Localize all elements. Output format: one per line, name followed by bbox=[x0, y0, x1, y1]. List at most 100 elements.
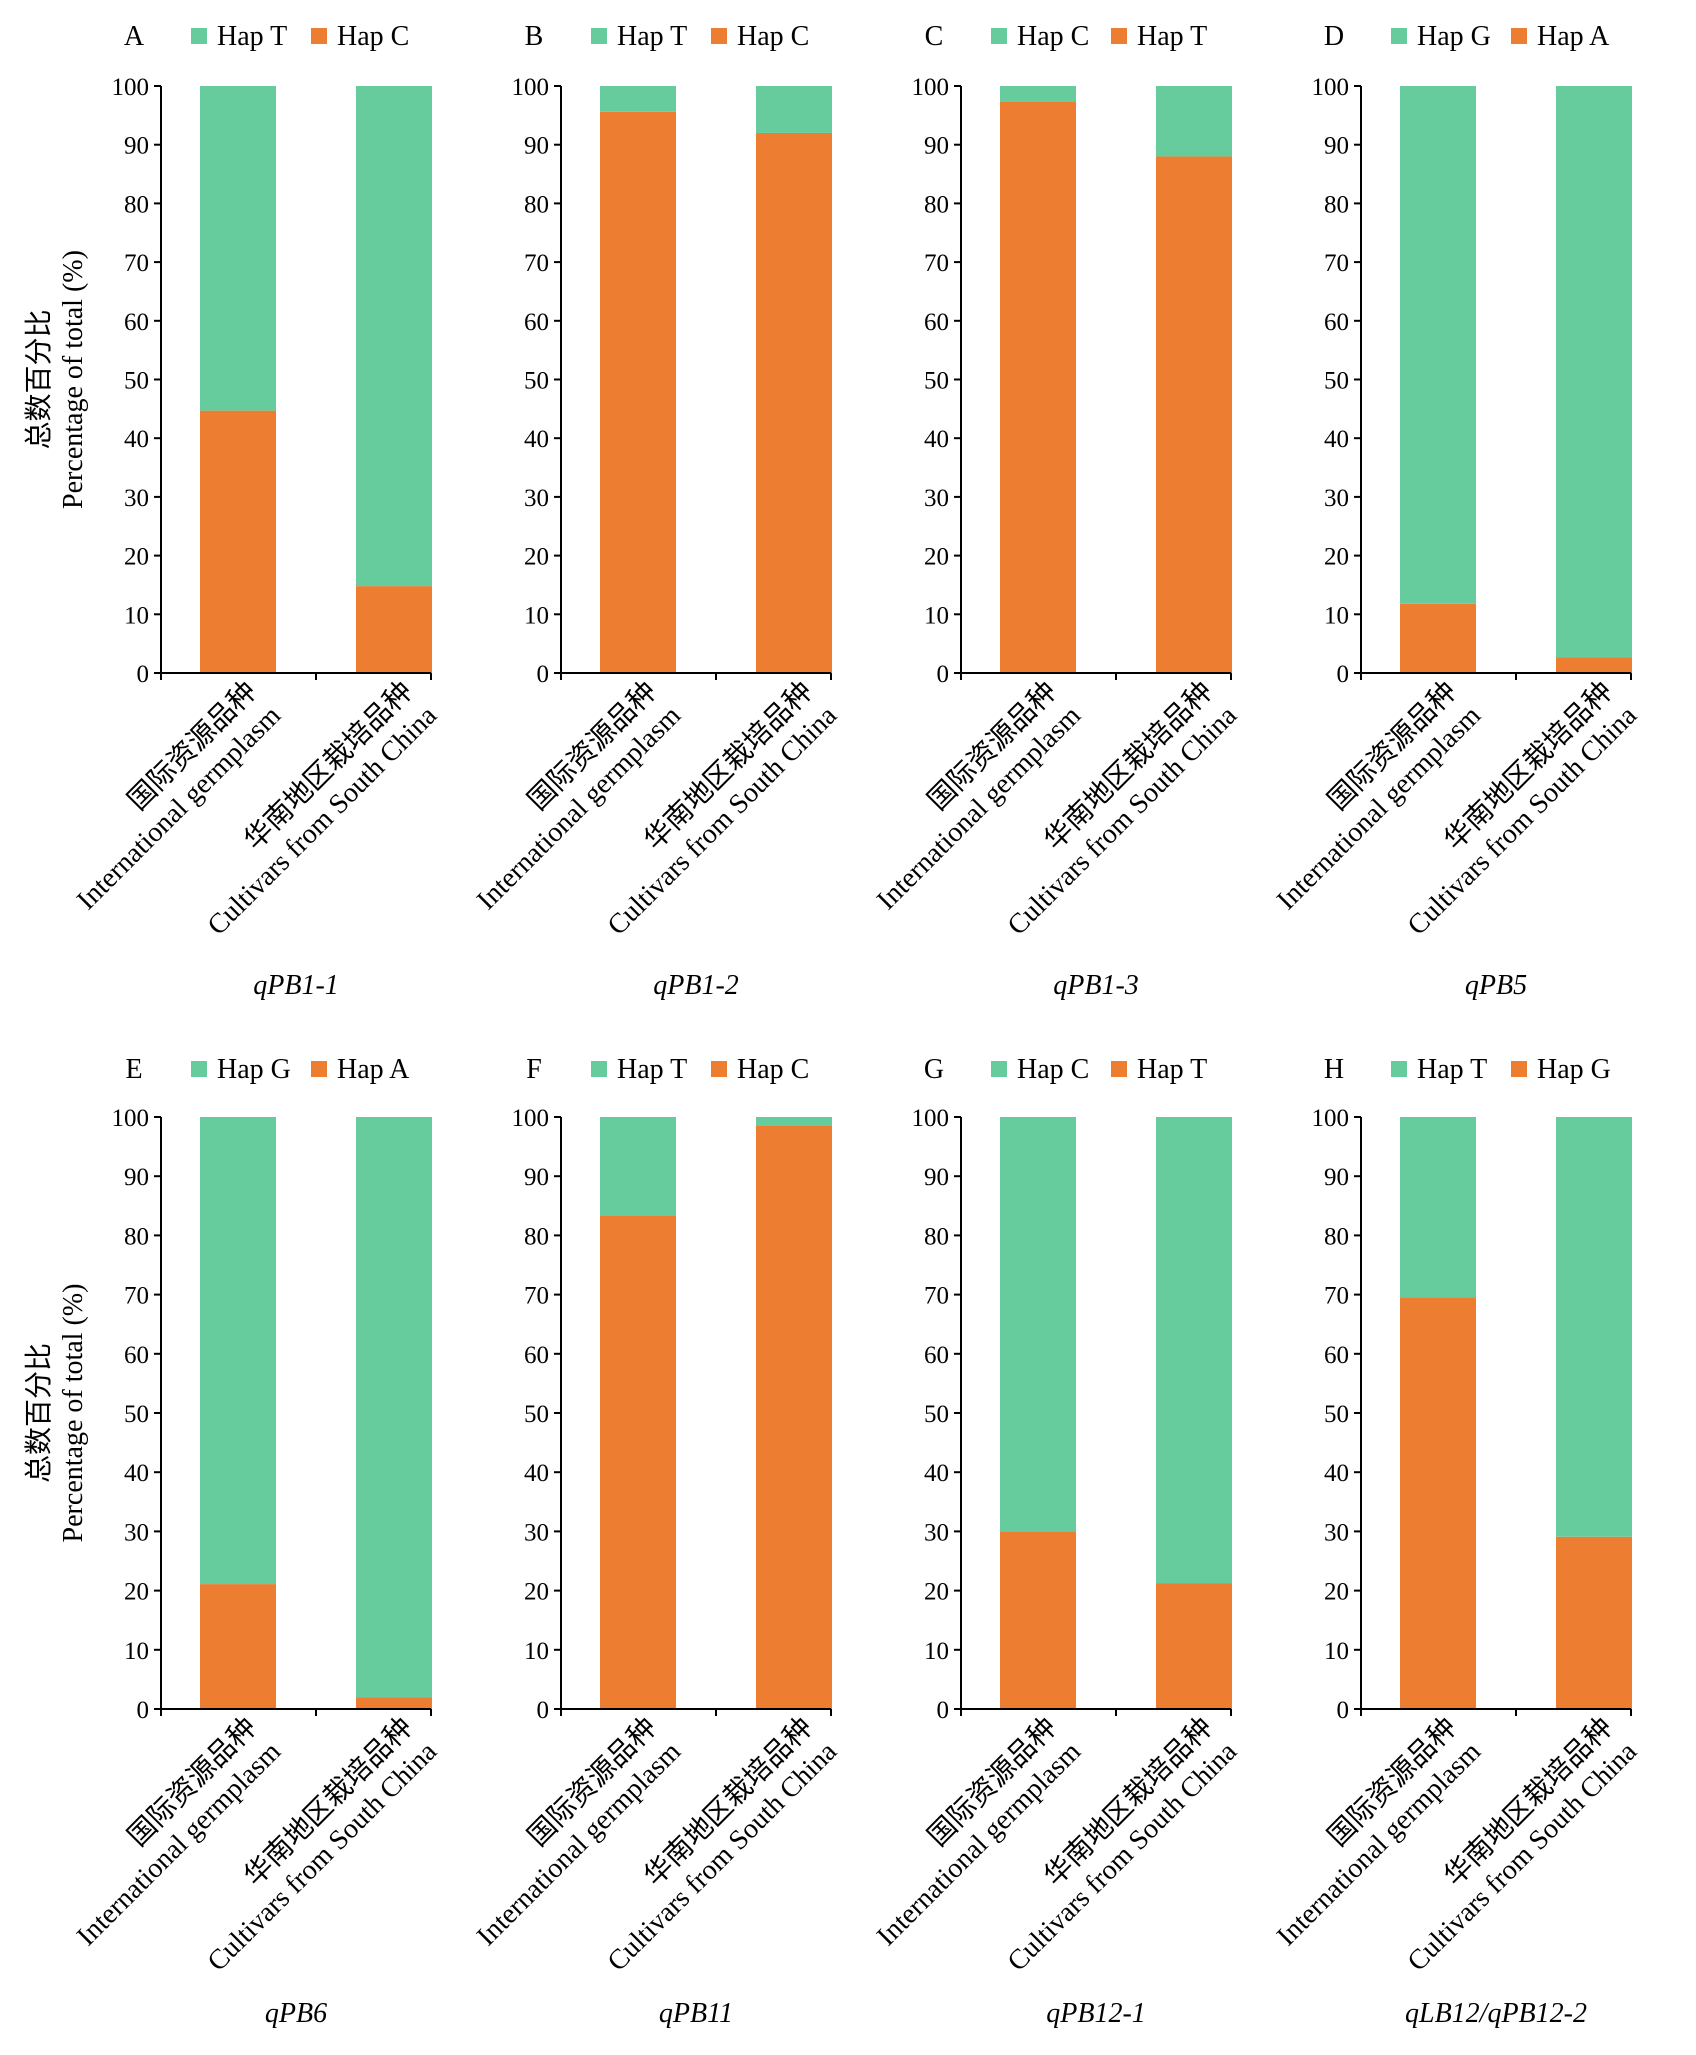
legend-swatch bbox=[711, 1061, 727, 1077]
y-tick-label: 70 bbox=[1324, 250, 1349, 277]
bar-segment bbox=[1400, 603, 1476, 673]
y-tick-label: 10 bbox=[124, 1638, 149, 1665]
y-tick-label: 60 bbox=[124, 309, 149, 336]
y-axis-title: 总数百分比 Percentage of total (%) bbox=[23, 250, 89, 509]
legend-item: Hap C bbox=[991, 21, 1089, 52]
legend-item: Hap A bbox=[1511, 21, 1610, 52]
legend-item: Hap T bbox=[591, 21, 687, 52]
legend-swatch bbox=[191, 28, 207, 44]
legend-swatch bbox=[591, 1061, 607, 1077]
legend-swatch bbox=[1111, 1061, 1127, 1077]
legend-swatch bbox=[1391, 1061, 1407, 1077]
y-tick-label: 30 bbox=[524, 1519, 549, 1546]
y-tick-label: 20 bbox=[1324, 1579, 1349, 1606]
y-tick-label: 40 bbox=[924, 1460, 949, 1487]
legend-label: Hap G bbox=[1417, 21, 1491, 52]
y-axis-title: 总数百分比 Percentage of total (%) bbox=[23, 1284, 89, 1543]
legend-item: Hap T bbox=[1111, 1054, 1207, 1085]
gene-label: qPB1-1 bbox=[253, 970, 339, 1001]
y-tick-label: 0 bbox=[1337, 661, 1350, 688]
y-tick-label: 0 bbox=[537, 1697, 550, 1724]
y-tick-label: 90 bbox=[924, 1164, 949, 1191]
y-tick-label: 50 bbox=[924, 1401, 949, 1428]
legend-swatch bbox=[991, 1061, 1007, 1077]
y-tick-label: 100 bbox=[112, 1105, 150, 1132]
panel-letter: D bbox=[1324, 21, 1344, 52]
bar-segment bbox=[356, 1117, 432, 1698]
y-tick-label: 40 bbox=[1324, 1460, 1349, 1487]
bar-segment bbox=[1400, 1297, 1476, 1709]
bar-segment bbox=[1000, 101, 1076, 673]
bar-segment bbox=[1156, 1583, 1232, 1709]
chart-panel-G: G Hap C Hap T0102030405060708090100国际资源品种I… bbox=[871, 1054, 1243, 2029]
y-tick-label: 70 bbox=[524, 250, 549, 277]
chart-panel-F: F Hap T Hap C0102030405060708090100国际资源品种I… bbox=[471, 1054, 843, 2029]
legend-item: Hap T bbox=[1111, 21, 1207, 52]
legend-label: Hap C bbox=[1017, 1054, 1089, 1085]
bar-segment bbox=[200, 86, 276, 411]
legend-label: Hap G bbox=[217, 1054, 291, 1085]
bar-segment bbox=[1156, 1117, 1232, 1584]
gene-label: qPB6 bbox=[265, 1998, 327, 2029]
legend-swatch bbox=[311, 1061, 327, 1077]
legend-item: Hap C bbox=[711, 21, 809, 52]
y-tick-label: 80 bbox=[924, 191, 949, 218]
bar-segment bbox=[756, 86, 832, 133]
bar-segment bbox=[1556, 657, 1632, 673]
y-tick-label: 100 bbox=[912, 74, 950, 101]
y-tick-label: 30 bbox=[1324, 485, 1349, 512]
y-tick-label: 30 bbox=[924, 485, 949, 512]
gene-label: qLB12/qPB12-2 bbox=[1405, 1998, 1587, 2029]
legend-label: Hap T bbox=[617, 1054, 687, 1085]
bar-segment bbox=[1156, 156, 1232, 673]
y-tick-label: 80 bbox=[1324, 1223, 1349, 1250]
y-tick-label: 0 bbox=[137, 661, 150, 688]
legend-label: Hap T bbox=[1137, 1054, 1207, 1085]
chart-panel-A: A Hap T Hap C0102030405060708090100国际资源品种I… bbox=[23, 21, 443, 1001]
y-tick-label: 70 bbox=[924, 250, 949, 277]
y-tick-label: 30 bbox=[124, 1519, 149, 1546]
legend-item: Hap C bbox=[311, 21, 409, 52]
y-tick-label: 90 bbox=[524, 133, 549, 160]
bar-segment bbox=[1400, 86, 1476, 604]
legend-item: Hap G bbox=[191, 1054, 291, 1085]
y-tick-label: 100 bbox=[512, 1105, 550, 1132]
legend-label: Hap G bbox=[1537, 1054, 1611, 1085]
y-axis-title-cn: 总数百分比 bbox=[23, 309, 55, 449]
y-tick-label: 40 bbox=[124, 426, 149, 453]
bar-segment bbox=[600, 86, 676, 112]
legend-item: Hap G bbox=[1391, 21, 1491, 52]
y-tick-label: 60 bbox=[524, 1342, 549, 1369]
y-tick-label: 100 bbox=[112, 74, 150, 101]
bar-segment bbox=[356, 1697, 432, 1709]
y-tick-label: 10 bbox=[1324, 602, 1349, 629]
y-tick-label: 20 bbox=[124, 1579, 149, 1606]
y-tick-label: 60 bbox=[924, 1342, 949, 1369]
y-tick-label: 90 bbox=[924, 133, 949, 160]
legend-swatch bbox=[711, 28, 727, 44]
y-tick-label: 80 bbox=[1324, 191, 1349, 218]
bar-segment bbox=[756, 132, 832, 673]
chart-panel-H: H Hap T Hap G0102030405060708090100国际资源品种I… bbox=[1271, 1054, 1643, 2029]
legend-label: Hap C bbox=[737, 1054, 809, 1085]
y-tick-label: 50 bbox=[124, 1401, 149, 1428]
legend-label: Hap C bbox=[737, 21, 809, 52]
panel-letter: A bbox=[124, 21, 145, 52]
bar-segment bbox=[200, 1584, 276, 1709]
y-tick-label: 70 bbox=[124, 250, 149, 277]
y-tick-label: 60 bbox=[1324, 309, 1349, 336]
y-tick-label: 80 bbox=[524, 191, 549, 218]
y-tick-label: 10 bbox=[524, 602, 549, 629]
bar-segment bbox=[1000, 86, 1076, 102]
bar-segment bbox=[600, 1117, 676, 1216]
legend-swatch bbox=[1511, 1061, 1527, 1077]
bar-segment bbox=[1000, 1117, 1076, 1532]
bar-segment bbox=[200, 410, 276, 673]
legend-label: Hap A bbox=[1537, 21, 1610, 52]
bar-segment bbox=[356, 86, 432, 587]
y-tick-label: 80 bbox=[124, 191, 149, 218]
legend-item: Hap T bbox=[191, 21, 287, 52]
panel-letter: E bbox=[125, 1054, 142, 1085]
y-tick-label: 80 bbox=[924, 1223, 949, 1250]
bar-segment bbox=[1000, 1531, 1076, 1709]
